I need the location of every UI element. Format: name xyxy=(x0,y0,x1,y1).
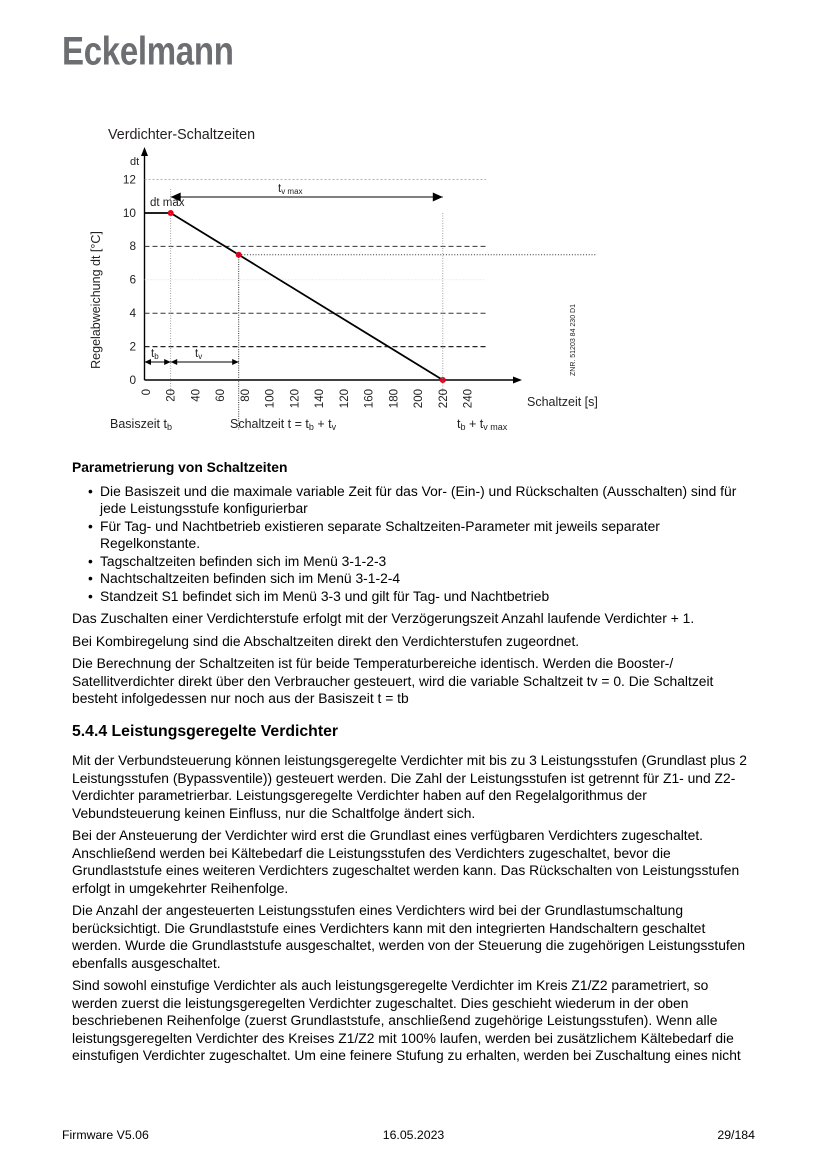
svg-text:100: 100 xyxy=(265,389,277,408)
svg-text:240: 240 xyxy=(463,389,475,408)
svg-text:4: 4 xyxy=(129,306,136,320)
svg-text:20: 20 xyxy=(166,389,178,402)
svg-text:tv max: tv max xyxy=(278,183,303,196)
svg-text:Schaltzeit t = tb + tv: Schaltzeit t = tb + tv xyxy=(230,417,337,432)
svg-text:40: 40 xyxy=(191,389,203,402)
svg-text:Basiszeit tb: Basiszeit tb xyxy=(110,417,172,432)
svg-text:160: 160 xyxy=(364,389,376,408)
svg-text:tb + tv max: tb + tv max xyxy=(457,417,508,432)
svg-text:80: 80 xyxy=(240,389,252,402)
svg-text:2: 2 xyxy=(129,340,136,354)
svg-text:Schaltzeit [s]: Schaltzeit [s] xyxy=(527,395,598,409)
svg-text:120: 120 xyxy=(289,389,301,408)
svg-text:12: 12 xyxy=(123,173,136,187)
svg-text:60: 60 xyxy=(215,389,227,402)
svg-text:ZNR. 51203 84 230 D1: ZNR. 51203 84 230 D1 xyxy=(570,304,577,376)
svg-text:0: 0 xyxy=(129,373,136,387)
svg-text:180: 180 xyxy=(388,389,400,408)
svg-text:Verdichter-Schaltzeiten: Verdichter-Schaltzeiten xyxy=(108,127,255,143)
svg-text:tb: tb xyxy=(151,348,159,361)
svg-text:220: 220 xyxy=(438,389,450,408)
svg-text:6: 6 xyxy=(129,273,136,287)
svg-text:8: 8 xyxy=(129,239,136,253)
svg-text:10: 10 xyxy=(123,206,137,220)
svg-text:Regelabweichung dt [°C]: Regelabweichung dt [°C] xyxy=(89,231,103,369)
svg-text:140: 140 xyxy=(314,389,326,408)
svg-text:120: 120 xyxy=(339,389,351,408)
svg-text:dt: dt xyxy=(130,156,139,168)
svg-text:200: 200 xyxy=(413,389,425,408)
svg-text:tv: tv xyxy=(195,348,202,361)
svg-text:0: 0 xyxy=(141,389,153,395)
